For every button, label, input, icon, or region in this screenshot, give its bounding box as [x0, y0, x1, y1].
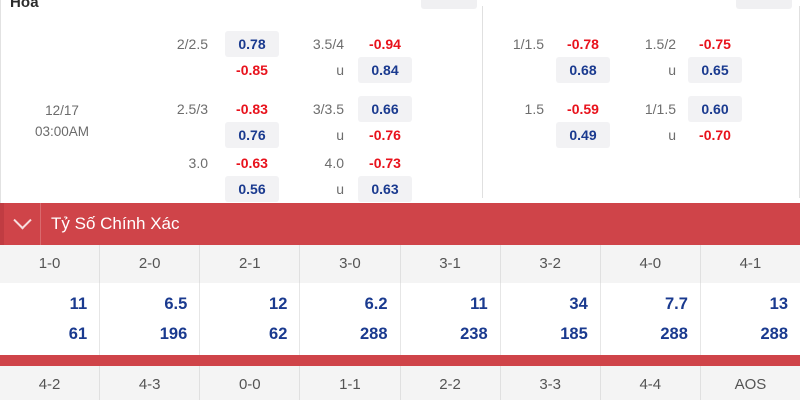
- score-odds-line-1: 7.7: [664, 295, 688, 313]
- score-odds-line-1: 34: [569, 295, 588, 313]
- score-odds-line-1: 12: [269, 295, 288, 313]
- score-header-cell[interactable]: AOS: [734, 376, 767, 393]
- under-odds[interactable]: -0.76: [369, 127, 401, 143]
- score-odds-line-2: 238: [460, 325, 488, 343]
- score-header-cell[interactable]: 4-0: [601, 245, 701, 283]
- handicap-odds-home[interactable]: 0.78: [225, 31, 279, 57]
- score-odds-line-2: 62: [269, 325, 288, 343]
- score-odds-line-2: 288: [760, 325, 788, 343]
- score-odds-cell[interactable]: 6.2 288: [300, 283, 401, 355]
- collapse-toggle-button[interactable]: [4, 203, 40, 245]
- under-odds[interactable]: 0.63: [358, 176, 412, 202]
- panel-left-border: [0, 0, 1, 203]
- score-header-cell[interactable]: 2-0: [100, 245, 201, 283]
- score-header-cell[interactable]: 3-1: [401, 245, 501, 283]
- score-odds-line-2: 288: [660, 325, 688, 343]
- score-odds-line-2: 288: [359, 325, 388, 343]
- chevron-down-icon: [12, 210, 32, 229]
- score-odds-line-1: 6.2: [364, 295, 388, 313]
- match-date: 12/17: [45, 103, 79, 118]
- over-odds[interactable]: -0.73: [369, 155, 401, 171]
- over-odds[interactable]: 0.66: [358, 96, 412, 122]
- score-header-cell[interactable]: 3-0: [300, 245, 401, 283]
- handicap-odds-home[interactable]: -0.59: [567, 101, 599, 117]
- handicap-odds-home[interactable]: -0.78: [567, 36, 599, 52]
- score-odds-cell[interactable]: 34 185: [501, 283, 601, 355]
- score-header-cell[interactable]: 4-3: [100, 366, 201, 400]
- over-odds[interactable]: -0.75: [699, 36, 731, 52]
- total-line-label: 4.0: [324, 155, 344, 171]
- under-odds[interactable]: 0.84: [358, 57, 412, 83]
- score-odds-line-1: 11: [69, 295, 88, 313]
- score-odds-line-2: 185: [560, 325, 588, 343]
- handicap-odds-away[interactable]: -0.85: [236, 62, 268, 78]
- score-row-divider: [0, 355, 800, 366]
- score-value-row-1: 11 61 6.5 196 12 62 6.2 288 11 238 34 18…: [0, 283, 800, 355]
- score-header-cell[interactable]: 4-2: [0, 366, 101, 400]
- handicap-odds-home[interactable]: -0.83: [236, 101, 268, 117]
- over-odds[interactable]: 0.60: [688, 96, 742, 122]
- handicap-line-label: 2.5/3: [176, 101, 208, 117]
- handicap-odds-away[interactable]: 0.76: [225, 122, 279, 148]
- under-marker: u: [668, 62, 676, 78]
- score-header-row-2: 4-2 4-3 0-0 1-1 2-2 3-3 4-4 AOS: [0, 366, 800, 400]
- score-header-cell[interactable]: 3-3: [501, 366, 601, 400]
- under-marker: u: [668, 127, 676, 143]
- correct-score-section-header[interactable]: Tỷ Số Chính Xác: [0, 203, 800, 245]
- under-marker: u: [336, 181, 344, 197]
- handicap-odds-panel: Hòa 10.00 5.50 12/17 03:00AM 2/2.5 0.78 …: [0, 0, 800, 203]
- handicap-odds-away[interactable]: 0.56: [225, 176, 279, 202]
- score-odds-line-2: 61: [68, 325, 88, 343]
- section-title: Tỷ Số Chính Xác: [51, 214, 180, 233]
- under-marker: u: [336, 127, 344, 143]
- under-odds[interactable]: -0.70: [699, 127, 731, 143]
- total-line-label: 3/3.5: [312, 101, 344, 117]
- score-odds-cell[interactable]: 11 238: [401, 283, 501, 355]
- score-odds-line-1: 6.5: [164, 295, 188, 313]
- total-line-label: 1.5/2: [644, 36, 676, 52]
- score-odds-cell[interactable]: 6.5 196: [100, 283, 201, 355]
- score-header-cell[interactable]: 1-1: [300, 366, 401, 400]
- score-odds-cell[interactable]: 7.7 288: [601, 283, 701, 355]
- handicap-line-label: 3.0: [188, 155, 208, 171]
- section-header-divider: [40, 203, 41, 245]
- score-odds-cell[interactable]: 12 62: [200, 283, 301, 355]
- score-header-cell[interactable]: 4-4: [601, 366, 701, 400]
- handicap-odds-home[interactable]: -0.63: [236, 155, 268, 171]
- score-odds-line-1: 11: [470, 295, 488, 313]
- score-header-cell[interactable]: 4-1: [739, 255, 762, 272]
- score-header-cell[interactable]: 0-0: [200, 366, 301, 400]
- draw-odds-chip-right[interactable]: 5.50: [736, 0, 792, 9]
- draw-label: Hòa: [10, 0, 39, 11]
- score-header-cell[interactable]: 1-0: [0, 245, 101, 283]
- handicap-line-label: 1.5: [524, 101, 544, 117]
- panel-vertical-divider: [482, 6, 483, 198]
- under-marker: u: [336, 62, 344, 78]
- handicap-odds-away[interactable]: 0.68: [556, 57, 610, 83]
- draw-odds-chip-left[interactable]: 10.00: [421, 0, 477, 9]
- score-odds-cell[interactable]: 13 288: [701, 283, 800, 355]
- total-line-label: 3.5/4: [312, 36, 344, 52]
- score-header-cell[interactable]: 2-1: [200, 245, 301, 283]
- handicap-line-label: 1/1.5: [512, 36, 544, 52]
- section-accent-strip: [0, 203, 4, 245]
- score-odds-line-2: 196: [159, 325, 188, 343]
- under-odds[interactable]: 0.65: [688, 57, 742, 83]
- match-datetime: 12/17 03:00AM: [14, 100, 110, 142]
- match-time-value: 03:00AM: [34, 124, 90, 139]
- score-header-row-1: 1-0 2-0 2-1 3-0 3-1 3-2 4-0 4-1: [0, 245, 800, 283]
- handicap-odds-away[interactable]: 0.49: [556, 122, 610, 148]
- score-header-cell[interactable]: 2-2: [401, 366, 501, 400]
- over-odds[interactable]: -0.94: [369, 36, 401, 52]
- total-line-label: 1/1.5: [644, 101, 676, 117]
- handicap-line-label: 2/2.5: [176, 36, 208, 52]
- score-odds-cell[interactable]: 11 61: [0, 283, 101, 355]
- score-odds-line-1: 13: [769, 295, 788, 313]
- score-header-cell[interactable]: 3-2: [501, 245, 601, 283]
